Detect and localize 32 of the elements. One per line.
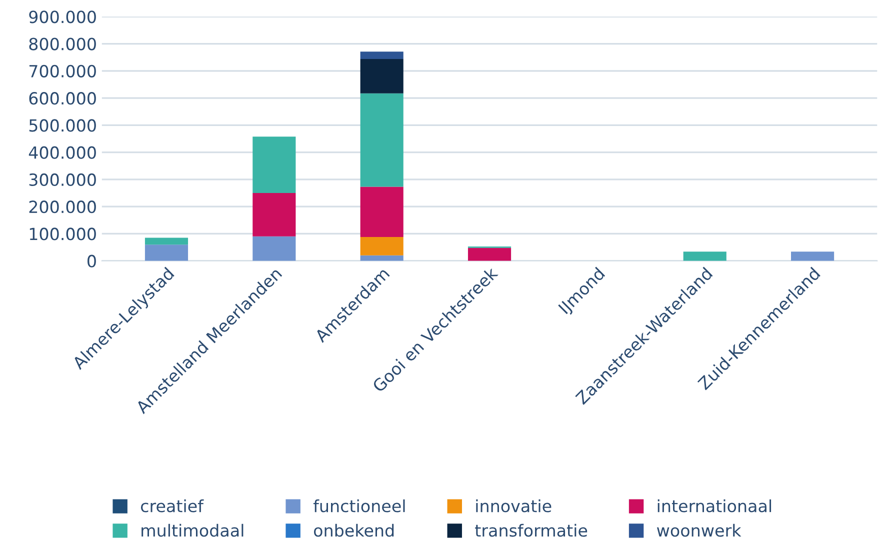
- y-tick-label: 600.000: [29, 92, 96, 105]
- bar: [360, 186, 404, 237]
- bar: [468, 248, 512, 261]
- y-tick-label: 500.000: [29, 119, 96, 132]
- y-tick-label: 800.000: [29, 38, 96, 50]
- legend-label: innovatie: [476, 499, 552, 512]
- y-tick-label: 100.000: [30, 228, 96, 240]
- bar: [252, 236, 296, 261]
- y-tick-label: 300.000: [29, 173, 96, 186]
- bar: [360, 255, 404, 261]
- bar: [252, 193, 296, 236]
- bar: [360, 52, 404, 59]
- bar: [360, 236, 404, 256]
- bar: [252, 136, 296, 194]
- y-tick-label: 0: [88, 254, 96, 268]
- y-tick-label: 400.000: [28, 146, 96, 159]
- legend-label: internationaal: [658, 499, 772, 512]
- legend-label: transformatie: [475, 524, 588, 537]
- bar: [360, 58, 404, 94]
- legend-label: creatief: [140, 499, 204, 512]
- legend-label: woonwerk: [656, 524, 742, 537]
- legend-label: onbekend: [314, 524, 394, 537]
- bar: [360, 93, 404, 187]
- bar: [683, 252, 726, 261]
- legend-label: multimodaal: [142, 524, 244, 537]
- bar: [144, 238, 188, 245]
- bar: [144, 244, 188, 261]
- y-tick-label: 200.000: [29, 200, 96, 214]
- bar: [791, 252, 834, 261]
- y-tick-label: 700.000: [29, 64, 96, 78]
- legend-label: functioneel: [313, 499, 405, 512]
- y-tick-label: 900.000: [29, 10, 96, 24]
